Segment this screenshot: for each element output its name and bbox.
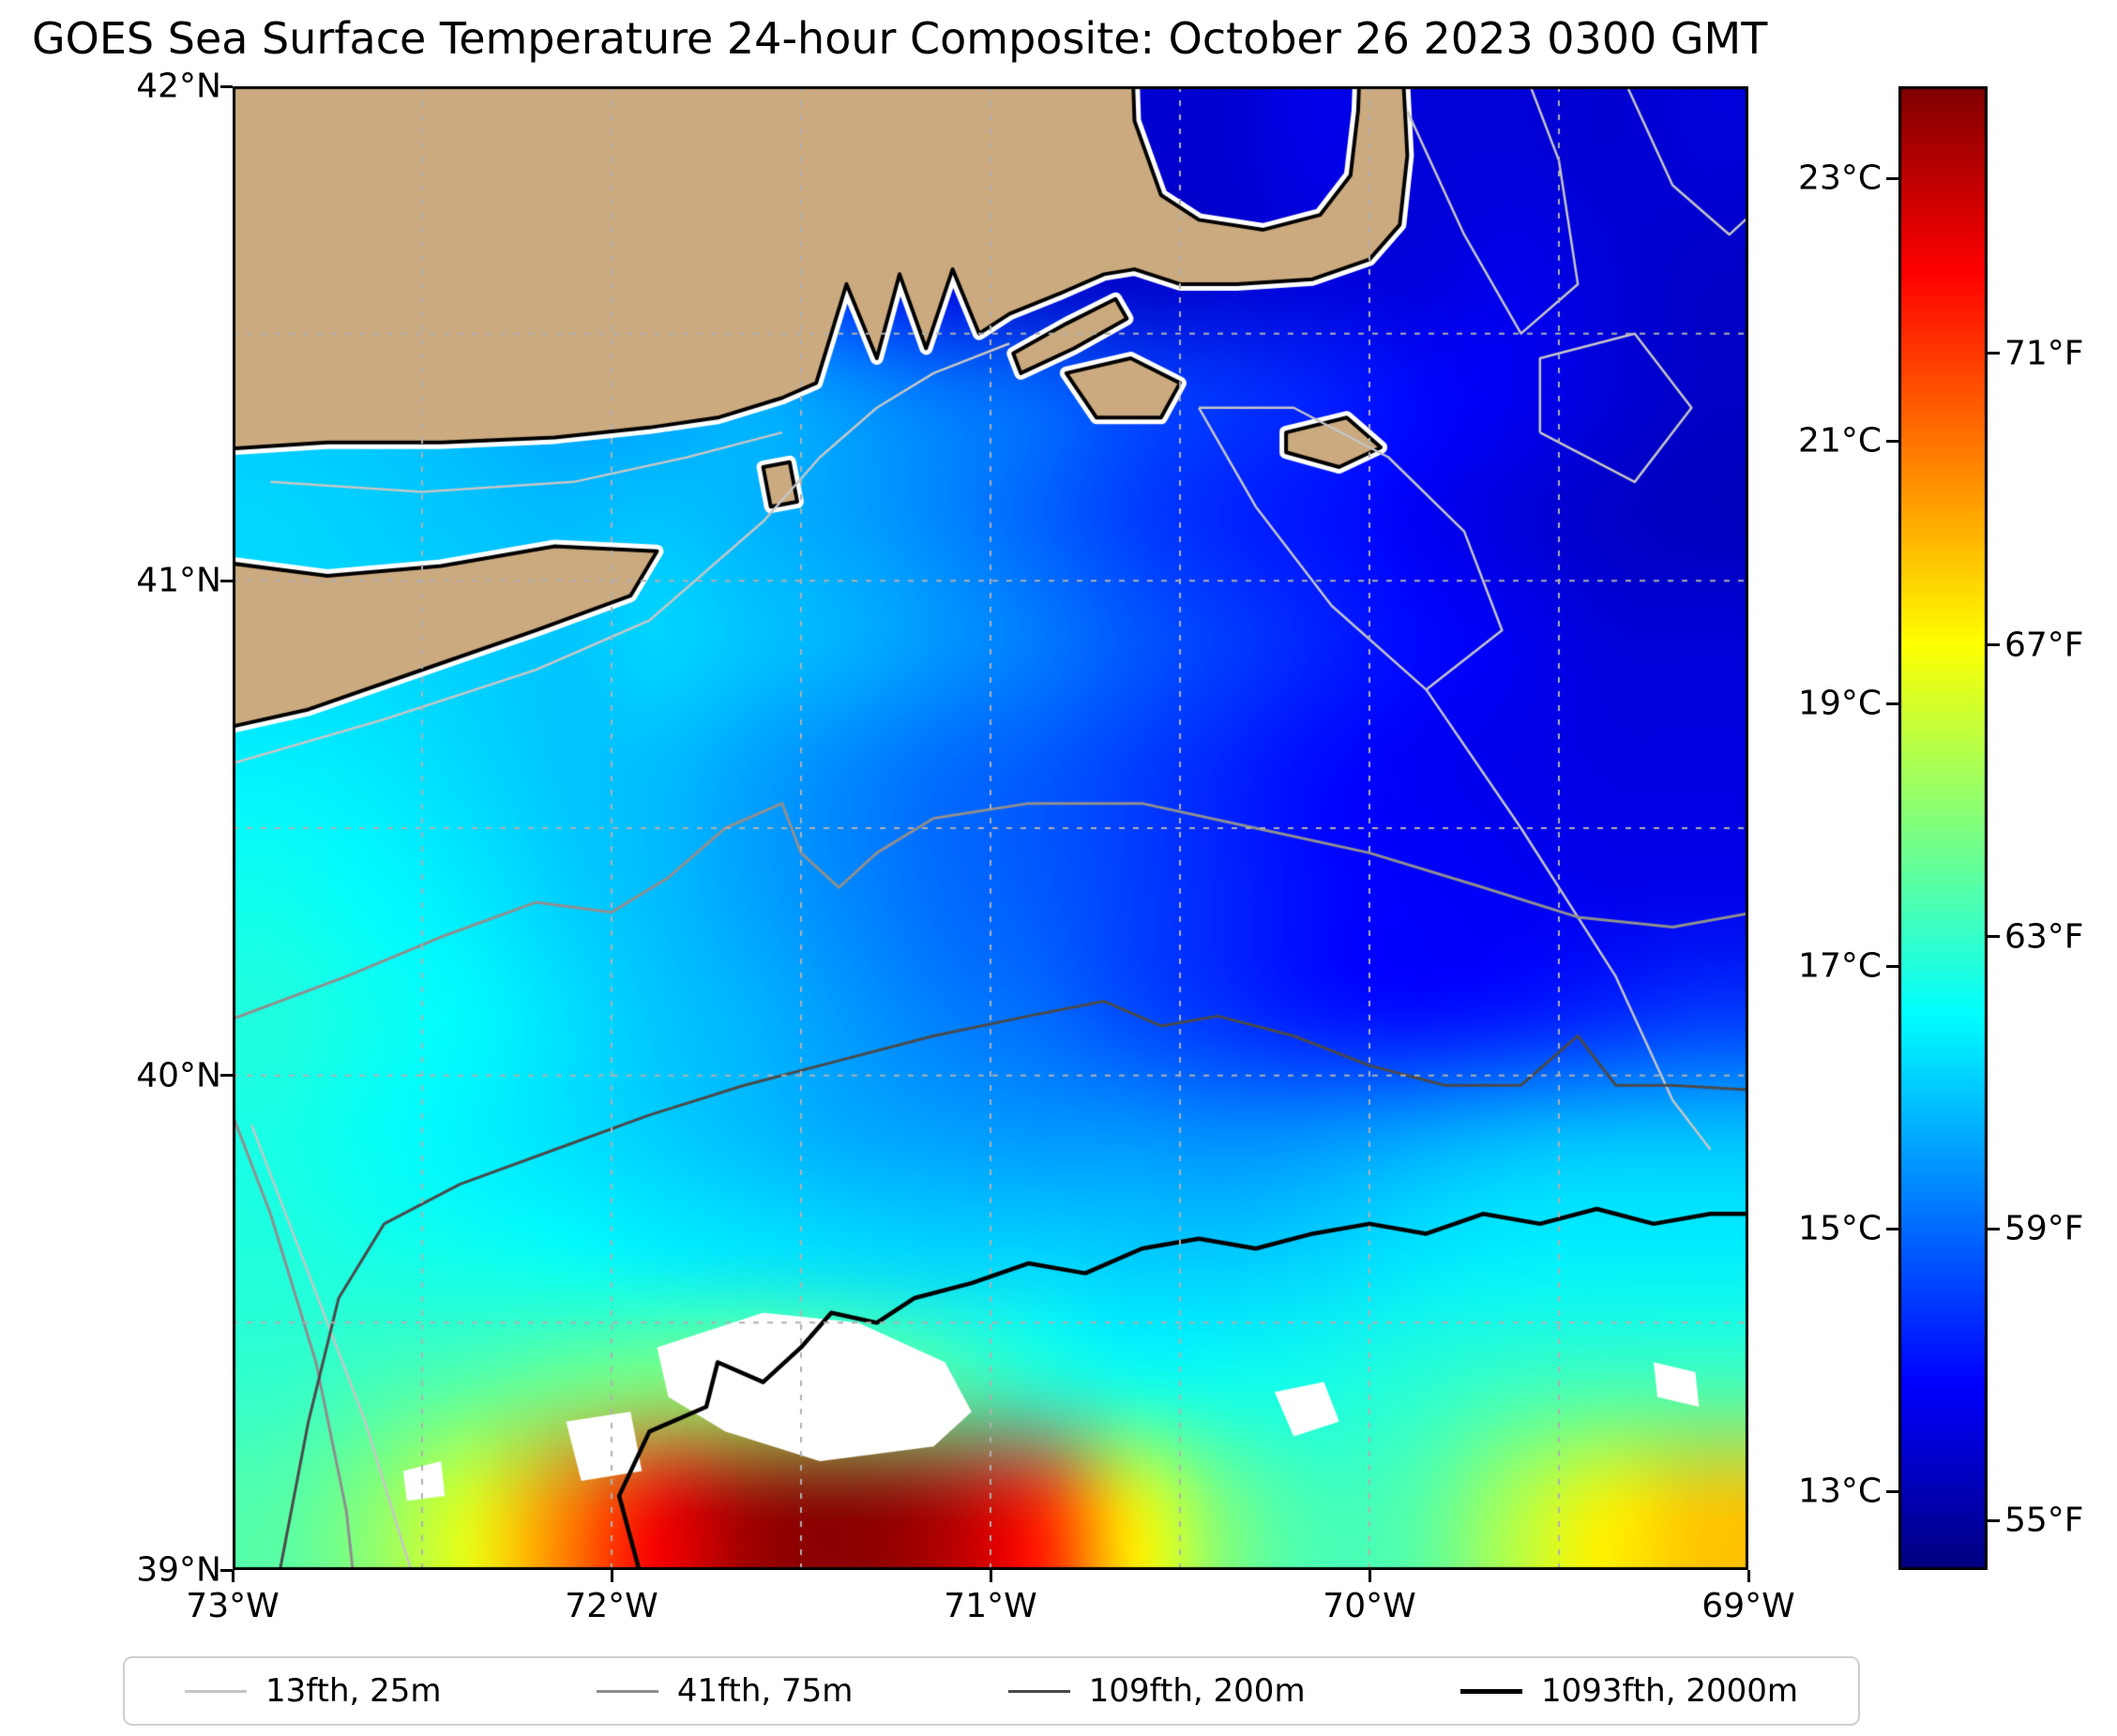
colorbar-tick-mark-f xyxy=(1988,935,2000,939)
y-tick-mark xyxy=(220,579,233,582)
legend-item-25m: 13fth, 25m xyxy=(185,1672,442,1710)
colorbar-tick-mark-c xyxy=(1886,439,1898,443)
x-tick-mark xyxy=(989,1570,992,1582)
colorbar-tick-label-fahrenheit: 59°F xyxy=(2004,1209,2084,1248)
x-tick-label: 73°W xyxy=(186,1587,280,1625)
contour-line-swatch-75m xyxy=(596,1689,658,1693)
legend-label-75m: 41fth, 75m xyxy=(676,1672,854,1710)
colorbar-tick-mark-c xyxy=(1886,176,1898,180)
x-tick-label: 71°W xyxy=(944,1587,1037,1625)
x-tick-label: 72°W xyxy=(565,1587,658,1625)
legend-item-75m: 41fth, 75m xyxy=(596,1672,854,1710)
colorbar-tick-mark-f xyxy=(1988,1518,2000,1522)
colorbar-tick-label-celsius: 15°C xyxy=(1798,1209,1882,1248)
contour-line-swatch-2000m xyxy=(1459,1688,1522,1694)
colorbar-tick-label-celsius: 17°C xyxy=(1798,946,1882,986)
colorbar-tick-mark-c xyxy=(1886,964,1898,968)
colorbar-tick-label-celsius: 19°C xyxy=(1798,684,1882,723)
x-tick-mark xyxy=(610,1570,613,1582)
figure-title: GOES Sea Surface Temperature 24-hour Com… xyxy=(32,13,1768,64)
contour-line-swatch-25m xyxy=(185,1689,247,1693)
y-tick-label: 41°N xyxy=(136,561,221,600)
y-tick-label: 42°N xyxy=(136,67,221,106)
x-tick-label: 70°W xyxy=(1323,1587,1416,1625)
legend-label-2000m: 1093fth, 2000m xyxy=(1540,1672,1798,1710)
colorbar-tick-mark-f xyxy=(1988,643,2000,647)
y-tick-mark xyxy=(220,1568,233,1572)
colorbar-tick-mark-c xyxy=(1886,702,1898,705)
colorbar-tick-label-celsius: 23°C xyxy=(1798,159,1882,198)
legend-label-25m: 13fth, 25m xyxy=(265,1672,442,1710)
colorbar-tick-label-fahrenheit: 71°F xyxy=(2004,334,2084,373)
contour-line-swatch-200m xyxy=(1007,1689,1070,1693)
x-tick-label: 69°W xyxy=(1701,1587,1795,1625)
colorbar-canvas xyxy=(1898,86,1988,1570)
colorbar-tick-mark-c xyxy=(1886,1489,1898,1493)
colorbar-tick-label-celsius: 21°C xyxy=(1798,421,1882,460)
colorbar-tick-mark-f xyxy=(1988,352,2000,355)
x-tick-mark xyxy=(1368,1570,1371,1582)
legend-item-200m: 109fth, 200m xyxy=(1007,1672,1306,1710)
x-tick-mark xyxy=(1747,1570,1750,1582)
colorbar-tick-label-celsius: 13°C xyxy=(1798,1472,1882,1511)
legend-label-200m: 109fth, 200m xyxy=(1088,1672,1306,1710)
x-tick-mark xyxy=(231,1570,234,1582)
y-tick-label: 40°N xyxy=(136,1056,221,1095)
colorbar-tick-label-fahrenheit: 55°F xyxy=(2004,1501,2084,1540)
y-tick-mark xyxy=(220,1074,233,1078)
sst-map-canvas xyxy=(233,86,1748,1570)
colorbar-tick-label-fahrenheit: 67°F xyxy=(2004,626,2084,665)
colorbar-tick-mark-c xyxy=(1886,1227,1898,1230)
y-tick-mark xyxy=(220,84,233,88)
legend-item-2000m: 1093fth, 2000m xyxy=(1459,1672,1798,1710)
legend: 13fth, 25m 41fth, 75m 109fth, 200m 1093f… xyxy=(123,1656,1860,1726)
colorbar-tick-mark-f xyxy=(1988,1227,2000,1230)
colorbar-tick-label-fahrenheit: 63°F xyxy=(2004,917,2084,957)
y-tick-label: 39°N xyxy=(136,1550,221,1590)
